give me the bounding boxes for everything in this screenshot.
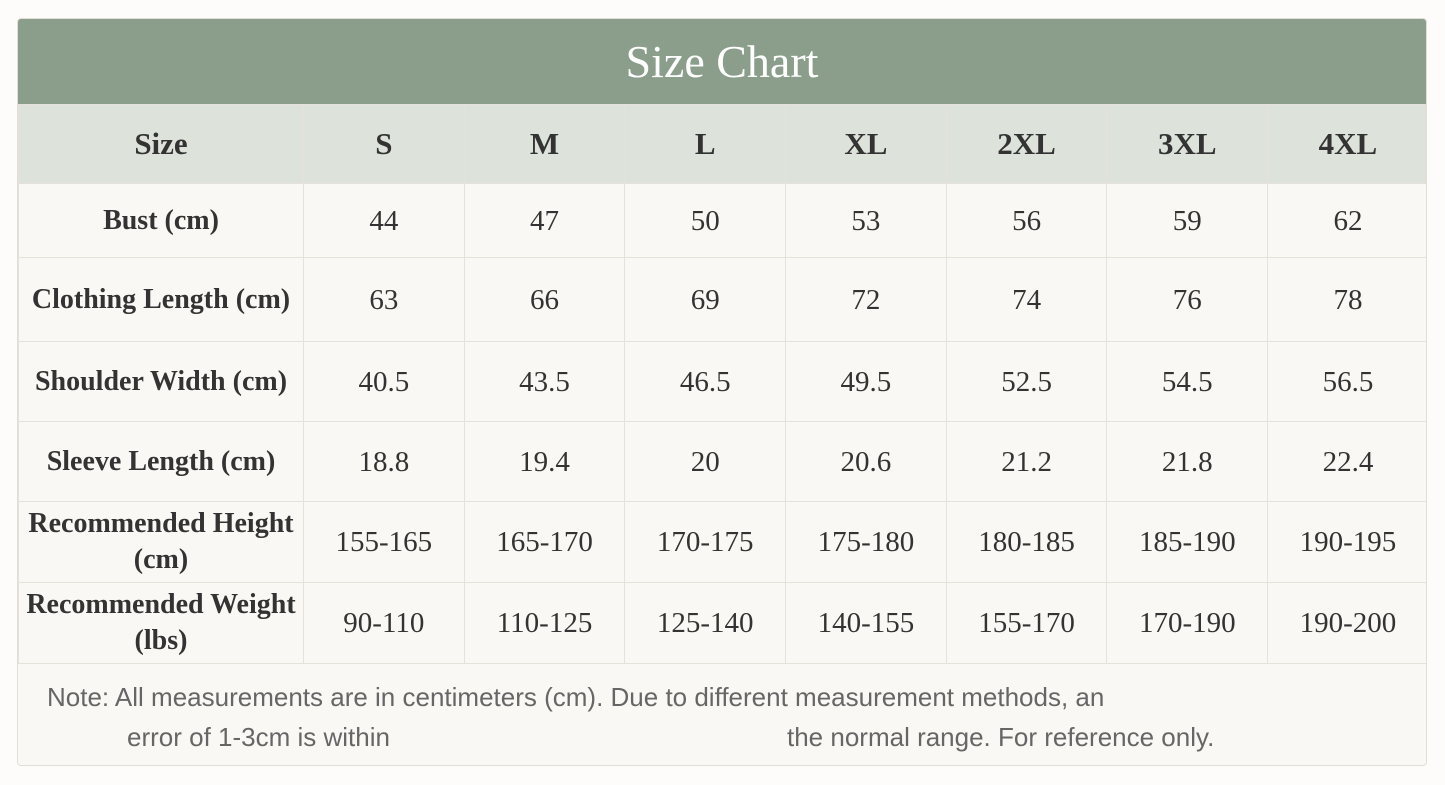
- cell: 74: [945, 257, 1108, 342]
- cell: 190-200: [1267, 582, 1426, 664]
- cell: 62: [1267, 183, 1426, 258]
- cell: 54.5: [1106, 341, 1269, 422]
- column-header: Size: [18, 104, 304, 184]
- column-header: S: [303, 104, 465, 184]
- cell: 40.5: [303, 341, 465, 422]
- row-label: Recommended Height (cm): [18, 501, 304, 583]
- cell: 63: [303, 257, 465, 342]
- cell: 22.4: [1267, 421, 1426, 502]
- column-header: 3XL: [1106, 104, 1269, 184]
- cell: 170-190: [1106, 582, 1269, 664]
- cell: 46.5: [624, 341, 787, 422]
- row-label: Clothing Length (cm): [18, 257, 304, 342]
- cell: 190-195: [1267, 501, 1426, 583]
- column-header: 4XL: [1267, 104, 1426, 184]
- cell: 125-140: [624, 582, 787, 664]
- column-header: L: [624, 104, 787, 184]
- row-label: Bust (cm): [18, 183, 304, 258]
- cell: 78: [1267, 257, 1426, 342]
- cell: 175-180: [785, 501, 947, 583]
- table-row: Recommended Weight (lbs) 90-110 110-125 125…: [18, 582, 1426, 664]
- column-header: XL: [785, 104, 947, 184]
- size-chart-card: Size Chart Size S M L XL 2XL 3XL 4XL Bust (cm) 4…: [17, 18, 1427, 766]
- cell: 69: [624, 257, 787, 342]
- table-row: Shoulder Width (cm) 40.5 43.5 46.5 49.5 52.5 5…: [18, 341, 1426, 422]
- note-line: error of 1-3cm is within: [127, 722, 390, 752]
- cell: 66: [463, 257, 626, 342]
- table-row: Bust (cm) 44 47 50 53 56 59 62: [18, 183, 1426, 258]
- note: Note: All measurements are in centimeter…: [18, 664, 1426, 765]
- cell: 76: [1106, 257, 1269, 342]
- column-header: 2XL: [945, 104, 1108, 184]
- cell: 50: [624, 183, 787, 258]
- cell: 155-170: [945, 582, 1108, 664]
- size-table: Size S M L XL 2XL 3XL 4XL Bust (cm) 44 47 50 53 56 59…: [18, 104, 1426, 664]
- cell: 170-175: [624, 501, 787, 583]
- cell: 140-155: [785, 582, 947, 664]
- column-header: M: [463, 104, 626, 184]
- cell: 72: [785, 257, 947, 342]
- cell: 43.5: [463, 341, 626, 422]
- cell: 44: [303, 183, 465, 258]
- cell: 180-185: [945, 501, 1108, 583]
- table-row: Clothing Length (cm) 63 66 69 72 74 76 78: [18, 257, 1426, 342]
- cell: 56.5: [1267, 341, 1426, 422]
- cell: 90-110: [303, 582, 465, 664]
- row-label: Sleeve Length (cm): [18, 421, 304, 502]
- cell: 53: [785, 183, 947, 258]
- cell: 110-125: [463, 582, 626, 664]
- cell: 18.8: [303, 421, 465, 502]
- header-row: Size S M L XL 2XL 3XL 4XL: [18, 104, 1426, 184]
- row-label: Shoulder Width (cm): [18, 341, 304, 422]
- cell: 155-165: [303, 501, 465, 583]
- note-line: Note: All measurements are in centimeter…: [47, 682, 1105, 712]
- cell: 56: [945, 183, 1108, 258]
- cell: 185-190: [1106, 501, 1269, 583]
- cell: 59: [1106, 183, 1269, 258]
- title: Size Chart: [18, 19, 1426, 104]
- cell: 47: [463, 183, 626, 258]
- cell: 19.4: [463, 421, 626, 502]
- table-row: Recommended Height (cm) 155-165 165-170 170…: [18, 501, 1426, 583]
- cell: 20.6: [785, 421, 947, 502]
- cell: 21.2: [945, 421, 1108, 502]
- cell: 21.8: [1106, 421, 1269, 502]
- cell: 52.5: [945, 341, 1108, 422]
- table-row: Sleeve Length (cm) 18.8 19.4 20 20.6 21.2 21.8…: [18, 421, 1426, 502]
- note-line: the normal range. For reference only.: [787, 722, 1215, 752]
- cell: 49.5: [785, 341, 947, 422]
- cell: 20: [624, 421, 787, 502]
- cell: 165-170: [463, 501, 626, 583]
- row-label: Recommended Weight (lbs): [18, 582, 304, 664]
